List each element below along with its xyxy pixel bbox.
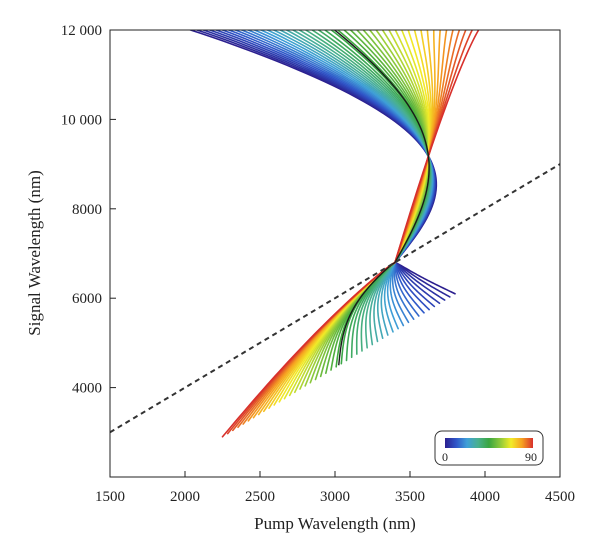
- y-tick-label-12000: 12 000: [61, 23, 102, 39]
- colorbar-max-label: 90: [525, 450, 537, 464]
- y-tick-label-10000: 10 000: [61, 112, 102, 128]
- colorbar-legend: 0 90: [434, 430, 544, 466]
- y-tick-label-6000: 6000: [72, 291, 102, 307]
- colorbar-min-label: 0: [442, 450, 448, 464]
- x-tick-label-1500: 1500: [95, 489, 125, 505]
- curve-family: [188, 30, 480, 438]
- x-tick-label-3500: 3500: [395, 489, 425, 505]
- x-axis: 1500 2000 2500 3000 3500 4000 4500: [95, 471, 575, 505]
- reference-line-group: [110, 163, 560, 434]
- x-tick-label-2000: 2000: [170, 489, 200, 505]
- curve-param-90: [221, 30, 480, 438]
- colorbar-gradient: [445, 438, 533, 448]
- x-tick-label-4500: 4500: [545, 489, 575, 505]
- x-tick-label-3000: 3000: [320, 489, 350, 505]
- y-tick-label-8000: 8000: [72, 202, 102, 218]
- y-axis: 4000 6000 8000 10 000 12 000: [61, 23, 116, 397]
- y-axis-title: Signal Wavelength (nm): [25, 170, 44, 335]
- reference-line: [110, 163, 560, 434]
- x-tick-label-2500: 2500: [245, 489, 275, 505]
- x-tick-label-4000: 4000: [470, 489, 500, 505]
- y-tick-label-4000: 4000: [72, 381, 102, 397]
- x-axis-title: Pump Wavelength (nm): [254, 514, 416, 533]
- highlighted-curve-param-45: [333, 30, 430, 366]
